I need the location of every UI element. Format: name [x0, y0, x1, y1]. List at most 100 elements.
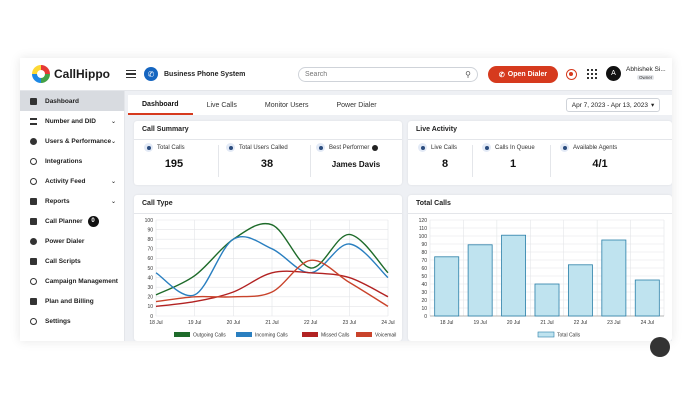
- sidebar-item-activity-feed[interactable]: Activity Feed ⌄: [20, 171, 124, 191]
- call-summary-title: Call Summary: [142, 126, 189, 133]
- sidebar-item-integrations[interactable]: Integrations: [20, 151, 124, 171]
- sidebar-item-label: Users & Performance: [45, 137, 112, 145]
- user-name[interactable]: Abhishek Si...: [626, 66, 666, 73]
- x-tick-label: 23 Jul: [607, 320, 620, 326]
- y-tick-label: 110: [419, 226, 427, 232]
- tab-monitor-users[interactable]: Monitor Users: [264, 101, 309, 109]
- x-tick-label: 24 Jul: [641, 320, 654, 326]
- total-calls-stat: Total Calls 195: [144, 143, 204, 179]
- sidebar-item-power-dialer[interactable]: Power Dialer: [20, 231, 124, 251]
- sidebar-item-call-scripts[interactable]: Call Scripts: [20, 251, 124, 271]
- queue-label: Calls In Queue: [495, 144, 535, 151]
- chat-widget-icon[interactable]: [650, 337, 670, 357]
- bar-20-jul: [501, 234, 527, 317]
- series-line-outgoing-calls: [155, 222, 389, 296]
- call-summary-card: Call Summary Total Calls 195 Total Users…: [134, 121, 402, 185]
- bar-19-jul: [467, 244, 493, 317]
- y-tick-label: 70: [147, 247, 153, 253]
- search-icon[interactable]: ⚲: [465, 70, 471, 79]
- sidebar-item-reports[interactable]: Reports ⌄: [20, 191, 124, 211]
- call-planner-badge: 0: [87, 215, 99, 227]
- legend-label: Incoming Calls: [255, 333, 288, 339]
- sidebar-item-plan-and-billing[interactable]: Plan and Billing: [20, 291, 124, 311]
- y-tick-label: 30: [147, 285, 153, 291]
- users-called-value: 38: [260, 158, 274, 170]
- x-tick-label: 20 Jul: [507, 320, 520, 326]
- sidebar-item-label: Number and DID: [45, 117, 96, 125]
- sidebar: Dashboard Number and DID ⌄ Users & Perfo…: [20, 91, 125, 341]
- logo-text: CallHippo: [54, 67, 110, 81]
- legend-swatch: [174, 332, 190, 337]
- app-window: CallHippo ✆ Business Phone System ⚲ ✆ Op…: [20, 58, 672, 341]
- activity-icon: [30, 177, 37, 185]
- best-performer-value: James Davis: [331, 160, 381, 169]
- menu-icon[interactable]: [126, 69, 136, 79]
- live-calls-stat: Live Calls 8: [418, 143, 472, 179]
- x-tick-label: 19 Jul: [188, 320, 201, 326]
- x-tick-label: 20 Jul: [227, 320, 240, 326]
- star-icon: [316, 143, 325, 152]
- phone-icon: ✆: [144, 67, 158, 81]
- x-tick-label: 18 Jul: [149, 320, 162, 326]
- live-calls-value: 8: [441, 158, 449, 170]
- agents-label: Available Agents: [573, 144, 618, 151]
- bar-23-jul: [601, 239, 627, 317]
- legend-label: Missed Calls: [321, 333, 350, 339]
- tab-live-calls[interactable]: Live Calls: [206, 101, 237, 109]
- y-tick-label: 0: [424, 314, 427, 320]
- sidebar-item-dashboard[interactable]: Dashboard: [20, 91, 124, 111]
- y-tick-label: 30: [421, 290, 427, 296]
- legend-label: Outgoing Calls: [193, 333, 226, 339]
- date-range-picker[interactable]: Apr 7, 2023 - Apr 13, 2023 ▾: [566, 98, 660, 112]
- tab-bar: Dashboard Live Calls Monitor Users Power…: [128, 95, 672, 115]
- x-tick-label: 19 Jul: [473, 320, 486, 326]
- users-icon: [30, 137, 37, 145]
- sidebar-item-campaign-management[interactable]: Campaign Management: [20, 271, 124, 291]
- total-calls-value: 195: [164, 158, 184, 170]
- sidebar-item-label: Plan and Billing: [45, 297, 94, 305]
- business-label: Business Phone System: [164, 70, 246, 78]
- billing-icon: [30, 297, 37, 305]
- search-box[interactable]: ⚲: [298, 67, 478, 82]
- tab-power-dialer[interactable]: Power Dialer: [336, 101, 377, 109]
- sidebar-item-label: Settings: [45, 317, 71, 325]
- series-line-incoming-calls: [155, 235, 389, 297]
- sidebar-item-label: Campaign Management: [45, 277, 118, 285]
- calendar-icon: [30, 217, 37, 225]
- x-tick-label: 22 Jul: [574, 320, 587, 326]
- sidebar-item-call-planner[interactable]: Call Planner 0: [20, 211, 124, 231]
- legend-swatch: [356, 332, 372, 337]
- x-tick-label: 23 Jul: [343, 320, 356, 326]
- legend-label: Voicemail: [375, 333, 396, 339]
- search-input[interactable]: [305, 71, 455, 78]
- logo[interactable]: CallHippo: [32, 65, 120, 83]
- sidebar-item-settings[interactable]: Settings: [20, 311, 124, 331]
- chevron-down-icon: ⌄: [110, 178, 116, 185]
- queue-value: 1: [509, 158, 517, 170]
- y-tick-label: 100: [145, 218, 154, 224]
- apps-grid-icon[interactable]: [587, 69, 597, 79]
- total-calls-label: Total Calls: [157, 144, 185, 151]
- live-calls-label: Live Calls: [431, 144, 458, 151]
- chevron-down-icon: ▾: [650, 102, 655, 109]
- bar-24-jul: [634, 279, 660, 317]
- live-activity-card: Live Activity Live Calls 8 Calls In Queu…: [408, 121, 672, 185]
- bug-report-icon[interactable]: [566, 69, 577, 80]
- sidebar-item-label: Activity Feed: [45, 177, 86, 185]
- best-performer-label: Best Performer: [329, 144, 370, 151]
- y-tick-label: 10: [421, 306, 427, 312]
- sidebar-item-number-and-did[interactable]: Number and DID ⌄: [20, 111, 124, 131]
- gear-icon: [30, 317, 37, 325]
- sidebar-item-users-performance[interactable]: Users & Performance ⌄: [20, 131, 124, 151]
- open-dialer-button[interactable]: ✆ Open Dialer: [488, 66, 558, 83]
- agents-value: 4/1: [592, 158, 608, 170]
- info-icon[interactable]: [372, 144, 379, 151]
- avatar[interactable]: A: [606, 66, 621, 81]
- bar-21-jul: [534, 283, 560, 317]
- bar-18-jul: [434, 256, 460, 317]
- x-tick-label: 24 Jul: [381, 320, 394, 326]
- tab-dashboard[interactable]: Dashboard: [128, 95, 193, 115]
- y-tick-label: 10: [147, 304, 153, 310]
- callhippo-logo-icon: [32, 65, 50, 83]
- y-tick-label: 20: [421, 298, 427, 304]
